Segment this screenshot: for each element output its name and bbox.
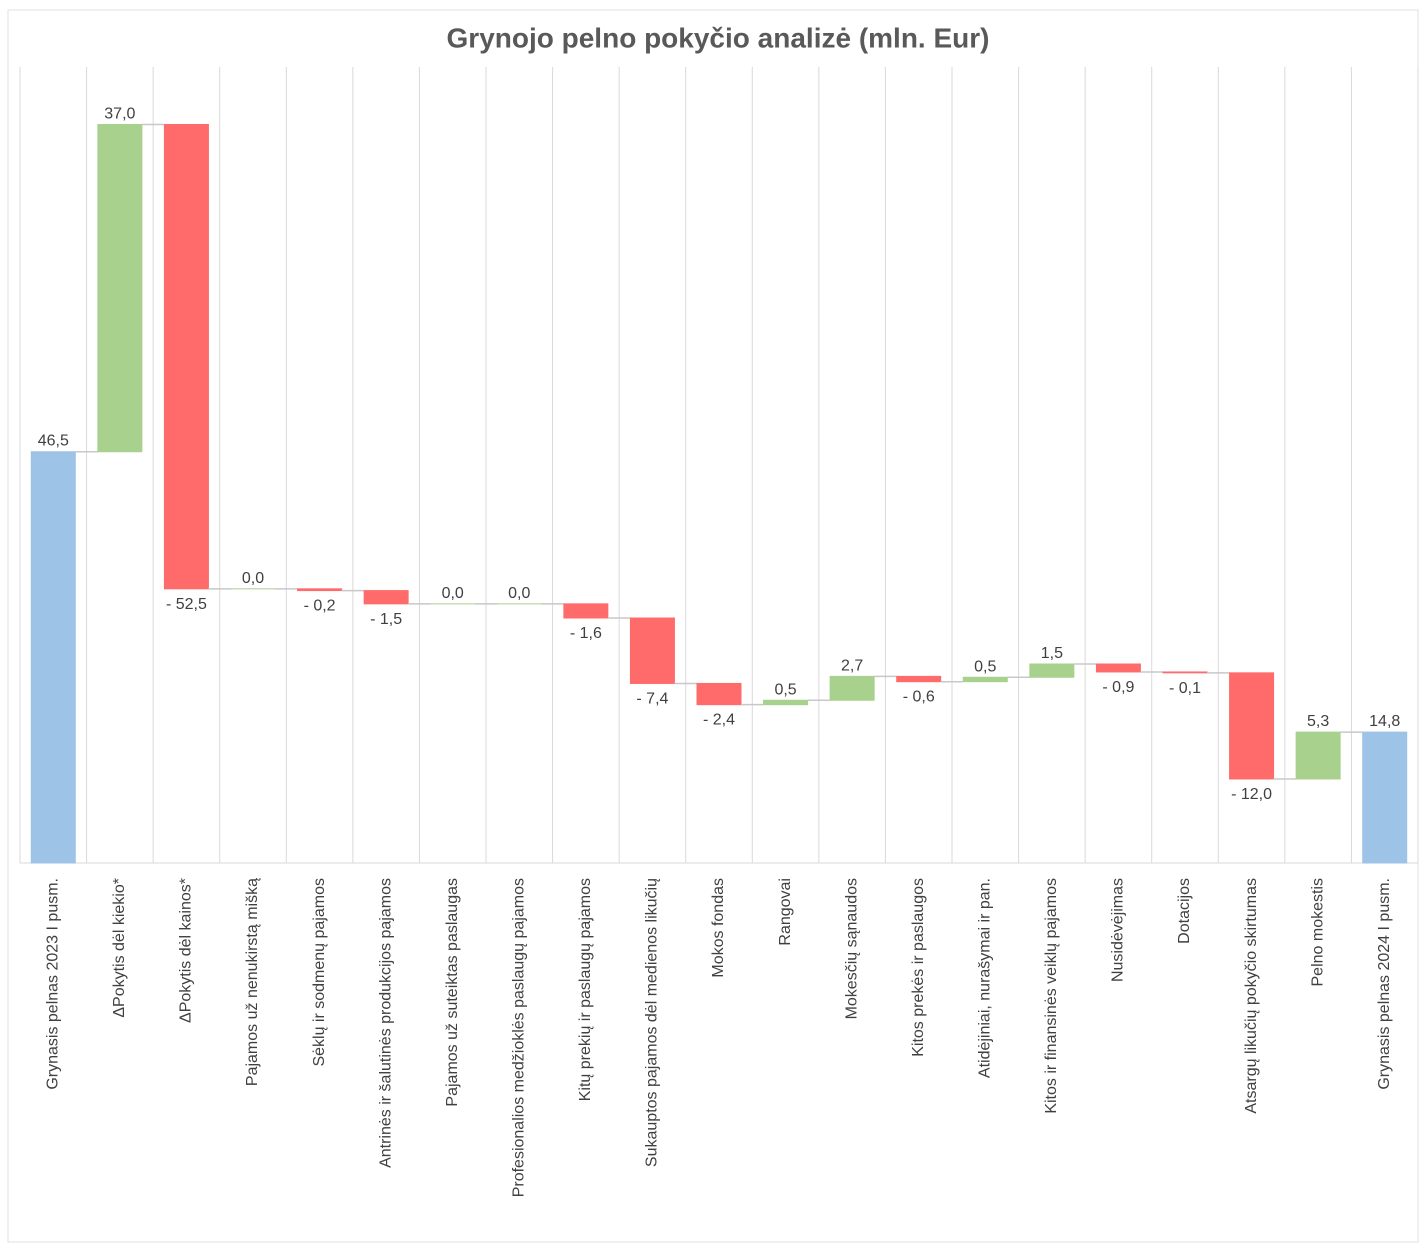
x-tick-label: Rangovai bbox=[777, 878, 794, 946]
bar bbox=[1029, 663, 1075, 678]
value-label: 0,5 bbox=[974, 658, 996, 675]
x-tick-label: Antrinės ir šalutinės produkcijos pajamo… bbox=[377, 878, 394, 1168]
value-label: 5,3 bbox=[1307, 713, 1329, 730]
x-tick-label: ΔPokytis dėl kiekio* bbox=[111, 878, 128, 1018]
bar bbox=[97, 123, 143, 453]
bar bbox=[563, 603, 609, 619]
value-label: 0,0 bbox=[442, 585, 464, 602]
bar bbox=[1162, 671, 1208, 674]
x-tick-label: Kitos ir finansinės veiklų pajamos bbox=[1043, 878, 1060, 1114]
value-label: - 2,4 bbox=[703, 712, 735, 729]
bar bbox=[962, 676, 1008, 683]
x-tick-label: Grynasis pelnas 2024 I pusm. bbox=[1376, 878, 1393, 1090]
x-tick-label: Pajamos už suteiktas paslaugas bbox=[444, 878, 461, 1107]
value-label: 0,0 bbox=[508, 585, 530, 602]
x-tick-label: Mokesčių sąnaudos bbox=[843, 878, 860, 1019]
value-label: - 1,5 bbox=[370, 611, 402, 628]
x-tick-label: Sėklų ir sodmenų pajamos bbox=[311, 878, 328, 1067]
value-label: - 12,0 bbox=[1231, 786, 1272, 803]
bar bbox=[696, 682, 742, 706]
chart-title: Grynojo pelno pokyčio analizė (mln. Eur) bbox=[447, 22, 990, 53]
x-tick-label: Atidėjiniai, nurašymai ir pan. bbox=[977, 878, 994, 1078]
value-label: - 1,6 bbox=[570, 625, 602, 642]
x-tick-label: Pajamos už nenukirstą mišką bbox=[244, 878, 261, 1086]
bar bbox=[1229, 672, 1275, 780]
bar bbox=[763, 699, 809, 706]
value-label: - 0,2 bbox=[304, 598, 336, 615]
x-tick-label: Kitos prekės ir paslaugos bbox=[910, 878, 927, 1057]
bar bbox=[829, 675, 875, 701]
bar bbox=[1362, 731, 1408, 864]
x-tick-label: Kitų prekių ir paslaugų pajamos bbox=[577, 878, 594, 1101]
x-tick-label: Mokos fondas bbox=[710, 878, 727, 978]
x-tick-label: Dotacijos bbox=[1176, 878, 1193, 944]
value-label: 0,5 bbox=[774, 681, 796, 698]
x-tick-label: Grynasis pelnas 2023 I pusm. bbox=[45, 878, 62, 1090]
value-label: - 52,5 bbox=[166, 596, 207, 613]
x-tick-label: Nusidėvėjimas bbox=[1110, 878, 1127, 982]
x-tick-label: Pelno mokestis bbox=[1309, 878, 1326, 987]
value-label: - 0,1 bbox=[1169, 680, 1201, 697]
x-tick-label: Atsargų likučių pokyčio skirtumas bbox=[1243, 878, 1260, 1114]
bar bbox=[297, 588, 343, 592]
bar bbox=[163, 123, 209, 590]
bar bbox=[30, 451, 76, 864]
bar bbox=[896, 675, 942, 683]
x-tick-label: Profesionalios medžioklės paslaugų pajam… bbox=[511, 878, 528, 1197]
value-label: - 7,4 bbox=[636, 690, 668, 707]
bar bbox=[363, 590, 409, 605]
value-label: - 0,6 bbox=[903, 689, 935, 706]
bar bbox=[1295, 731, 1341, 780]
value-label: - 0,9 bbox=[1102, 679, 1134, 696]
x-tick-label: ΔPokytis dėl kainos* bbox=[178, 878, 195, 1023]
x-tick-label: Sukauptos pajamos dėl medienos likučių bbox=[644, 878, 661, 1167]
bar bbox=[629, 617, 675, 684]
value-label: 46,5 bbox=[38, 433, 69, 450]
value-label: 14,8 bbox=[1369, 713, 1400, 730]
value-label: 2,7 bbox=[841, 657, 863, 674]
value-label: 1,5 bbox=[1041, 645, 1063, 662]
value-label: 0,0 bbox=[242, 570, 264, 587]
value-label: 37,0 bbox=[104, 105, 135, 122]
bar bbox=[1095, 663, 1141, 673]
